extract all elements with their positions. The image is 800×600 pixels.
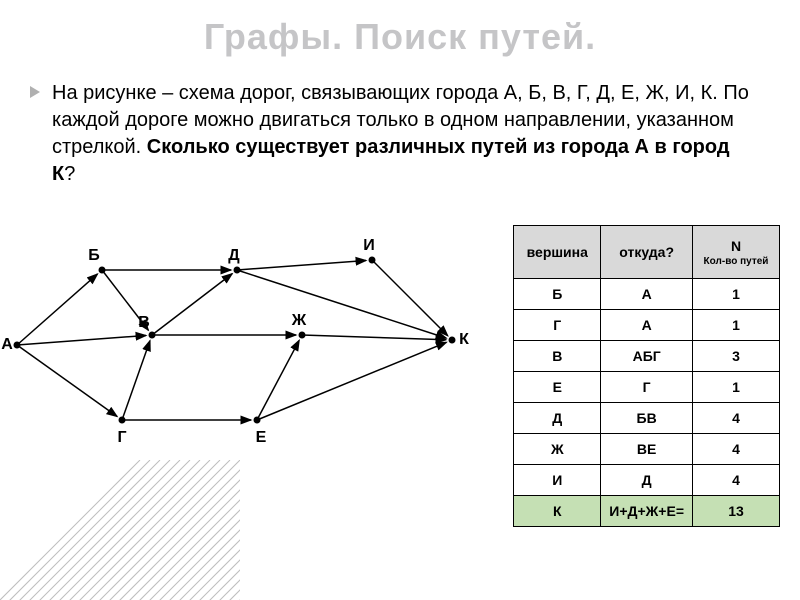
node-label-Г: Г: [117, 429, 126, 447]
problem-description: На рисунке – схема дорог, связывающих го…: [52, 80, 752, 188]
cell-vertex: Б: [514, 279, 601, 310]
node-label-К: К: [459, 331, 469, 349]
node-И: [369, 257, 376, 264]
node-Ж: [299, 332, 306, 339]
cell-from: А: [601, 279, 693, 310]
node-label-Б: Б: [88, 247, 100, 265]
edge-Е-К: [257, 342, 446, 420]
table-row: ИД4: [514, 465, 780, 496]
cell-from: Г: [601, 372, 693, 403]
col-n-sub: Кол-во путей: [701, 256, 771, 267]
desc-tail: ?: [64, 163, 75, 185]
node-В: [149, 332, 156, 339]
table-row: ВАБГ3: [514, 341, 780, 372]
table-row: КИ+Д+Ж+Е=13: [514, 496, 780, 527]
node-label-И: И: [363, 237, 375, 255]
cell-from: Д: [601, 465, 693, 496]
roads-graph: А Б В Г Д Е Ж И К: [2, 225, 472, 455]
cell-from: ВЕ: [601, 434, 693, 465]
cell-vertex: Е: [514, 372, 601, 403]
col-from: откуда?: [601, 226, 693, 279]
cell-from: АБГ: [601, 341, 693, 372]
edge-Д-И: [237, 260, 366, 270]
edge-А-Г: [17, 345, 117, 417]
col-n-main: N: [731, 238, 741, 254]
edge-Ж-К: [302, 335, 446, 340]
table-row: БА1: [514, 279, 780, 310]
table-row: ДБВ4: [514, 403, 780, 434]
edge-В-Д: [152, 274, 232, 335]
node-label-Е: Е: [256, 429, 267, 447]
cell-from: А: [601, 310, 693, 341]
cell-vertex: Д: [514, 403, 601, 434]
node-Б: [99, 267, 106, 274]
cell-n: 4: [693, 465, 780, 496]
page-title: Графы. Поиск путей.: [0, 16, 800, 58]
cell-n: 1: [693, 310, 780, 341]
cell-n: 3: [693, 341, 780, 372]
edge-Г-В: [122, 341, 150, 420]
col-n: N Кол-во путей: [693, 226, 780, 279]
table-row: ГА1: [514, 310, 780, 341]
cell-n: 4: [693, 434, 780, 465]
node-label-В: В: [138, 314, 150, 332]
cell-from: БВ: [601, 403, 693, 434]
cell-vertex: К: [514, 496, 601, 527]
cell-vertex: Г: [514, 310, 601, 341]
edge-Д-К: [237, 270, 446, 338]
node-Г: [119, 417, 126, 424]
node-Е: [254, 417, 261, 424]
node-Д: [234, 267, 241, 274]
cell-vertex: В: [514, 341, 601, 372]
edge-И-К: [372, 260, 448, 336]
cell-n: 1: [693, 372, 780, 403]
node-А: [14, 342, 21, 349]
corner-decoration: [0, 460, 240, 600]
edge-А-В: [17, 335, 146, 345]
edge-А-Б: [17, 274, 98, 345]
cell-vertex: И: [514, 465, 601, 496]
bullet-icon: [30, 86, 40, 98]
cell-n: 4: [693, 403, 780, 434]
desc-question: Сколько существует различных путей из го…: [52, 136, 730, 185]
table-row: ЕГ1: [514, 372, 780, 403]
path-count-table: вершина откуда? N Кол-во путей БА1ГА1ВАБ…: [513, 225, 780, 527]
node-label-А: А: [1, 336, 13, 354]
table-header-row: вершина откуда? N Кол-во путей: [514, 226, 780, 279]
col-vertex: вершина: [514, 226, 601, 279]
node-label-Д: Д: [228, 247, 239, 265]
cell-from: И+Д+Ж+Е=: [601, 496, 693, 527]
cell-vertex: Ж: [514, 434, 601, 465]
node-К: [449, 337, 456, 344]
node-label-Ж: Ж: [292, 312, 306, 330]
cell-n: 1: [693, 279, 780, 310]
cell-n: 13: [693, 496, 780, 527]
edge-Е-Ж: [257, 340, 299, 420]
table-row: ЖВЕ4: [514, 434, 780, 465]
